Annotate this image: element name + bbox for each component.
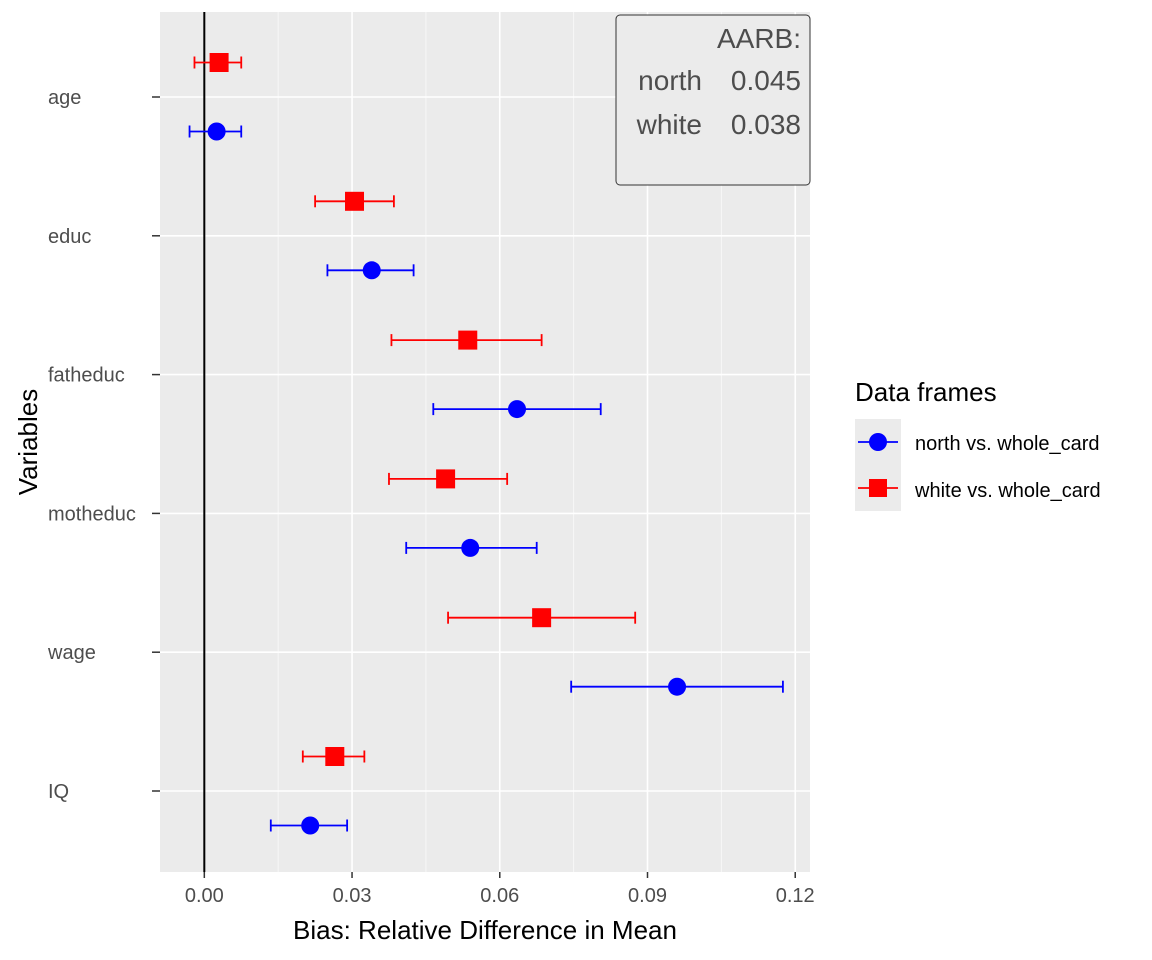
x-tick-label-1: 0.03 <box>333 885 372 907</box>
y-tick-label-motheduc: motheduc <box>48 503 136 525</box>
point-white-iq <box>325 747 345 766</box>
y-tick-label-wage: wage <box>47 642 96 664</box>
point-north-educ <box>362 261 381 280</box>
point-north-motheduc <box>461 538 480 557</box>
y-tick-label-iq: IQ <box>48 781 69 803</box>
y-tick-label-age: age <box>48 87 81 109</box>
point-north-age <box>207 122 226 141</box>
aarb-title: AARB: <box>717 23 801 54</box>
y-axis-title: Variables <box>13 389 43 495</box>
legend: Data frames north vs. whole_card white v… <box>855 377 1101 511</box>
y-tick-label-educ: educ <box>48 226 91 248</box>
x-axis: 0.00 0.03 0.06 0.09 0.12 <box>185 872 815 907</box>
point-white-educ <box>345 191 365 211</box>
series-layer <box>188 53 784 835</box>
point-white-fatheduc <box>458 330 478 350</box>
aarb-inset-box <box>615 14 811 186</box>
aarb-value-white: 0.038 <box>731 109 801 140</box>
x-tick-label-2: 0.06 <box>480 885 519 907</box>
x-tick-label-3: 0.09 <box>628 885 667 907</box>
aarb-value-north: 0.045 <box>731 65 801 96</box>
series-white <box>193 53 637 766</box>
legend-label-white: white vs. whole_card <box>914 480 1101 502</box>
aarb-inset: AARB: north 0.045 white 0.038 <box>615 14 811 186</box>
y-tick-label-fatheduc: fatheduc <box>48 365 125 387</box>
point-north-fatheduc <box>508 400 527 419</box>
point-north-wage <box>668 677 687 696</box>
point-white-age <box>209 53 229 72</box>
x-axis-title: Bias: Relative Difference in Mean <box>293 915 677 945</box>
aarb-label-north: north <box>638 65 702 96</box>
point-north-iq <box>301 816 320 835</box>
legend-key-north-marker <box>869 433 887 451</box>
x-tick-label-0: 0.00 <box>185 885 224 907</box>
legend-key-white-marker <box>869 479 887 497</box>
series-north <box>188 122 784 835</box>
y-axis: age educ fatheduc motheduc wage IQ <box>47 87 160 803</box>
aarb-label-white: white <box>636 109 702 140</box>
legend-label-north: north vs. whole_card <box>915 433 1100 455</box>
legend-title: Data frames <box>855 377 997 407</box>
point-white-wage <box>532 608 552 628</box>
point-white-motheduc <box>436 469 456 489</box>
x-tick-label-4: 0.12 <box>776 885 815 907</box>
